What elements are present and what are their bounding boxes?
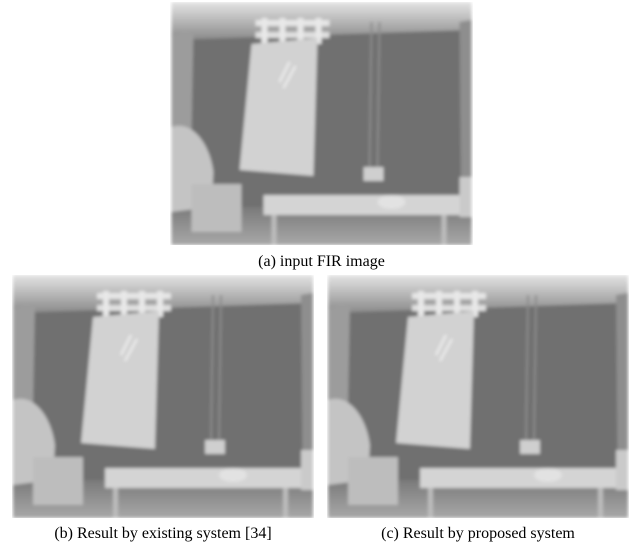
caption-c: (c) Result by proposed system [327, 525, 629, 543]
existing-result-image [12, 275, 314, 518]
fir-input-image [170, 2, 473, 245]
proposed-result-image [327, 275, 629, 518]
figure-page: {"figure": {"panels": [ {"caption": "(a)… [0, 0, 629, 547]
caption-a: (a) input FIR image [170, 253, 473, 271]
caption-b: (b) Result by existing system [34] [0, 525, 326, 543]
